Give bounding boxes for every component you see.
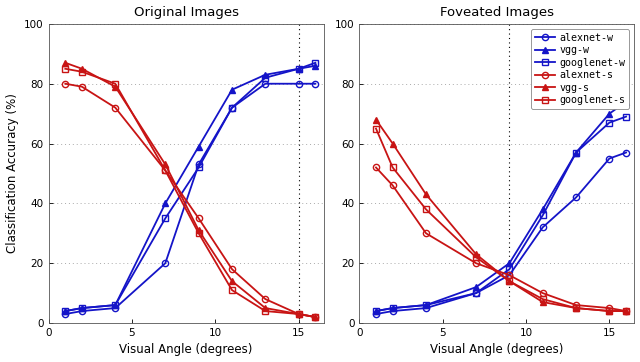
Legend: alexnet-w, vgg-w, googlenet-w, alexnet-s, vgg-s, googlenet-s: alexnet-w, vgg-w, googlenet-w, alexnet-s… (531, 29, 630, 109)
Y-axis label: Classification Accuracy (%): Classification Accuracy (%) (6, 93, 19, 253)
X-axis label: Visual Angle (degrees): Visual Angle (degrees) (120, 344, 253, 357)
X-axis label: Visual Angle (degrees): Visual Angle (degrees) (430, 344, 564, 357)
Title: Foveated Images: Foveated Images (440, 5, 554, 18)
Title: Original Images: Original Images (134, 5, 239, 18)
